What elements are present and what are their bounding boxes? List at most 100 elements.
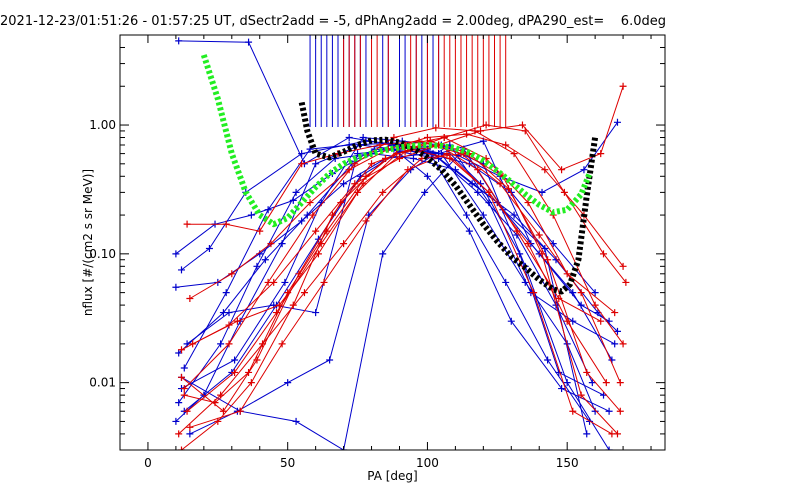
red-data-point [619,262,627,270]
red-data-point [504,185,512,193]
red-data-point [180,391,188,399]
red-data-point [228,270,236,278]
red-data-point [368,160,376,168]
red-data-point [482,121,490,129]
red-trace-line [184,136,616,404]
red-data-point [267,240,275,248]
blue-data-point [222,289,230,297]
blue-data-point [175,37,183,45]
red-data-point [616,407,624,415]
chart-title: 2021-12-23/01:51:26 - 01:57:25 UT, dSect… [0,14,666,29]
blue-data-point [563,379,571,387]
red-data-point [597,150,605,158]
blue-data-point [569,289,577,297]
blue-trace-line [175,122,618,255]
blue-data-point [479,211,487,219]
red-data-point [563,270,571,278]
red-data-point [345,166,353,174]
red-data-point [518,121,526,129]
blue-data-point [172,250,180,258]
blue-data-point [379,250,387,258]
blue-data-point [558,385,566,393]
red-data-point [513,227,521,235]
y-axis-label: nflux [#/(cm2 s sr MeV)] [81,169,95,316]
red-data-point [214,417,222,425]
red-trace-line [189,153,613,435]
red-data-point [183,220,191,228]
red-data-point [320,278,328,286]
red-data-point [535,231,543,239]
blue-data-point [177,266,185,274]
blue-data-point [231,356,239,364]
red-data-point [432,124,440,132]
red-data-point [463,130,471,138]
red-data-point [510,150,518,158]
red-data-point [524,240,532,248]
red-data-point [608,430,616,438]
red-data-point [544,256,552,264]
red-data-point [278,340,286,348]
blue-data-point [591,407,599,415]
blue-data-point [451,166,459,174]
x-tick-label: 0 [144,456,152,470]
red-data-point [602,379,610,387]
red-data-point [183,407,191,415]
red-data-point [524,199,532,207]
blue-data-point [605,446,613,450]
red-data-point [474,166,482,174]
blue-data-point [544,356,552,364]
blue-data-point [261,256,269,264]
red-data-point [236,407,244,415]
blue-data-point [247,211,255,219]
blue-trace-line [178,40,613,361]
black-fit-curve [298,101,599,295]
blue-data-point [468,180,476,188]
blue-data-point [510,211,518,219]
red-trace-line [187,140,621,383]
red-data-point [558,166,566,174]
blue-data-point [507,317,515,325]
red-data-point [298,160,306,168]
y-tick-label: 0.01 [89,376,116,390]
blue-data-point [312,309,320,317]
blue-data-point [465,227,473,235]
red-data-point [177,373,185,381]
blue-data-point [175,399,183,407]
red-data-point [256,227,264,235]
red-data-point [401,148,409,156]
blue-data-point [245,38,253,46]
blue-data-point [611,340,619,348]
plot-area [172,35,630,450]
blue-trace-line [175,144,610,422]
red-data-point [180,385,188,393]
red-trace-line [181,140,621,412]
red-data-point [530,289,538,297]
red-data-point [340,240,348,248]
blue-data-point [219,309,227,317]
blue-data-point [423,172,431,180]
blue-trace-line [181,148,588,450]
red-data-point [177,446,185,450]
red-data-point [306,199,314,207]
blue-data-point [613,118,621,126]
red-data-point [555,295,563,303]
red-data-point [619,340,627,348]
blue-data-point [281,278,289,286]
red-data-point [300,289,308,297]
red-data-point [560,188,568,196]
red-trace-line [183,127,624,389]
blue-trace-line [181,136,604,396]
blue-data-point [205,245,213,253]
blue-data-point [605,407,613,415]
red-data-point [247,379,255,387]
red-data-point [314,250,322,258]
red-trace-line [181,86,624,351]
blue-data-point [292,188,300,196]
blue-data-point [538,188,546,196]
red-data-point [225,340,233,348]
blue-data-point [463,211,471,219]
blue-data-point [340,180,348,188]
blue-data-point [180,364,188,372]
blue-data-point [253,262,261,270]
